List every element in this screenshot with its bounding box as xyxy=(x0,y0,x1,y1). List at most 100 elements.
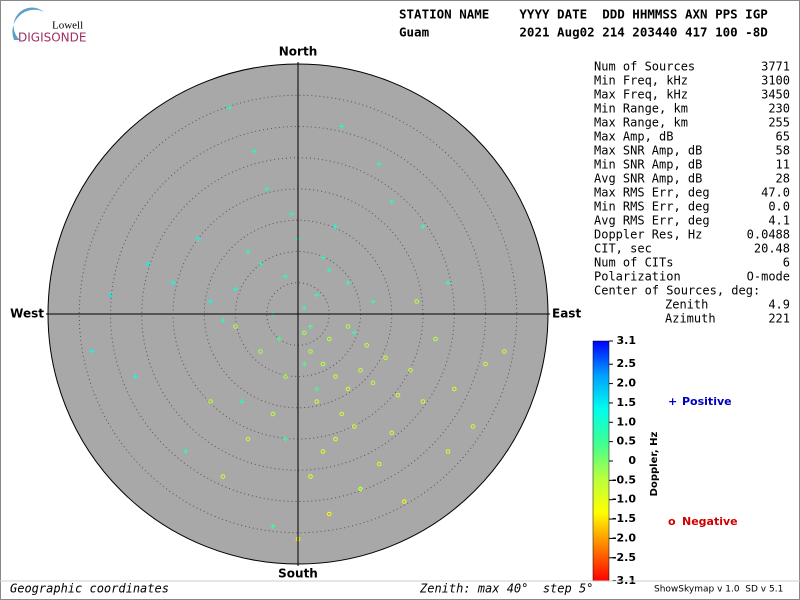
colorbar-tick-label: -1.0 xyxy=(612,493,636,506)
point-positive xyxy=(233,286,238,292)
stat-label: CIT, sec xyxy=(594,242,652,256)
direction-label: West xyxy=(10,307,44,321)
colorbar-tick-label: 3.1 xyxy=(617,334,637,347)
stat-value: 65 xyxy=(776,130,790,144)
point-positive xyxy=(320,255,326,261)
stat-label: Min SNR Amp, dB xyxy=(594,158,702,172)
point-positive xyxy=(345,280,351,286)
stat-value: 0.0488 xyxy=(747,228,790,242)
stat-value: 221 xyxy=(768,312,790,326)
point-negative xyxy=(320,361,326,367)
point-negative xyxy=(333,374,338,379)
point-positive xyxy=(445,280,451,286)
point-positive xyxy=(183,449,188,454)
colorbar-tick-label: 0 xyxy=(628,454,636,467)
stat-label: Max RMS Err, deg xyxy=(594,186,710,200)
point-positive xyxy=(208,299,213,304)
stat-label: Max Amp, dB xyxy=(594,130,673,144)
point-negative xyxy=(414,299,420,304)
point-positive xyxy=(270,524,276,529)
point-positive xyxy=(264,186,270,192)
stat-value: 3450 xyxy=(761,88,790,102)
point-positive xyxy=(420,224,426,229)
footer-right: ShowSkymap v 1.0 SD v 5.1 xyxy=(654,585,783,595)
footer-middle: Zenith: max 40° step 5° xyxy=(419,582,593,596)
direction-label: North xyxy=(279,45,317,59)
legend-marker: o xyxy=(668,515,676,528)
point-positive xyxy=(133,374,138,379)
point-positive xyxy=(258,261,263,267)
point-negative xyxy=(333,436,338,442)
stats-panel: Num of Sources 3771 Min Freq, kHz 3100 Max F… xyxy=(594,60,790,326)
point-negative xyxy=(420,399,426,404)
stat-label: Min Range, km xyxy=(594,102,688,116)
point-negative xyxy=(208,399,213,404)
point-positive xyxy=(289,211,295,217)
stat-label: Zenith xyxy=(665,298,708,312)
stat-value: 28 xyxy=(776,172,790,186)
point-positive xyxy=(301,305,307,311)
header-line: Guam 2021 Aug02 214 203440 417 100 -8D xyxy=(399,25,768,40)
point-negative xyxy=(345,324,351,329)
stat-value: 4.1 xyxy=(768,214,790,228)
stat-value: O-mode xyxy=(747,270,790,284)
colorbar-tick-label: -2.0 xyxy=(612,531,636,544)
point-positive xyxy=(370,299,376,304)
stat-value: 20.48 xyxy=(754,242,790,256)
point-negative xyxy=(345,386,351,392)
stat-label: Min Freq, kHz xyxy=(594,74,688,88)
stat-label: Polarization xyxy=(594,270,681,284)
stat-label: Doppler Res, Hz xyxy=(594,228,702,242)
stat-value: 11 xyxy=(776,158,790,172)
point-negative xyxy=(283,374,288,379)
stat-value: 6 xyxy=(783,256,790,270)
point-negative xyxy=(308,349,313,354)
legend-marker: + xyxy=(668,395,677,408)
point-positive xyxy=(245,249,251,254)
stat-value: 3771 xyxy=(761,60,790,74)
point-negative xyxy=(408,367,413,373)
stat-value: 58 xyxy=(776,144,790,158)
stat-value: 255 xyxy=(768,116,790,130)
point-negative xyxy=(258,349,263,354)
stat-label: Max Range, km xyxy=(594,116,688,130)
point-positive xyxy=(195,236,201,242)
point-negative xyxy=(326,336,332,342)
point-negative xyxy=(233,324,238,329)
colorbar-label: Doppler, Hz xyxy=(649,432,660,497)
direction-label: East xyxy=(552,307,581,321)
point-positive xyxy=(333,224,338,229)
point-negative xyxy=(370,380,376,386)
point-positive xyxy=(220,317,226,323)
legend: + Positive o Negative xyxy=(668,395,738,528)
point-negative xyxy=(220,474,226,479)
point-positive xyxy=(226,105,232,111)
point-negative xyxy=(433,336,438,342)
stat-label: Max SNR Amp, dB xyxy=(594,144,702,158)
point-negative xyxy=(308,474,313,479)
point-positive xyxy=(314,292,320,298)
logo-swoosh xyxy=(12,7,44,40)
point-negative xyxy=(320,449,326,454)
colorbar-tick-label: 1.5 xyxy=(617,396,637,409)
stat-label: Min RMS Err, deg xyxy=(594,200,710,214)
point-positive xyxy=(351,330,357,336)
point-negative xyxy=(358,486,363,492)
point-positive xyxy=(145,261,151,267)
stat-heading: Center of Sources, deg: xyxy=(594,284,760,298)
point-positive xyxy=(276,336,282,342)
colorbar-tick-label: 1.0 xyxy=(617,415,637,428)
point-negative xyxy=(245,436,251,442)
point-positive xyxy=(239,399,245,404)
direction-label: South xyxy=(278,567,318,581)
point-positive xyxy=(283,274,288,279)
point-negative xyxy=(401,499,407,504)
point-positive xyxy=(314,386,320,392)
point-negative xyxy=(445,449,451,454)
point-negative xyxy=(339,411,345,417)
point-positive xyxy=(170,280,176,286)
stat-value: 230 xyxy=(768,102,790,116)
colorbar-tick-label: 0.5 xyxy=(617,435,637,448)
logo-bottom: DIGISONDE xyxy=(18,31,86,45)
